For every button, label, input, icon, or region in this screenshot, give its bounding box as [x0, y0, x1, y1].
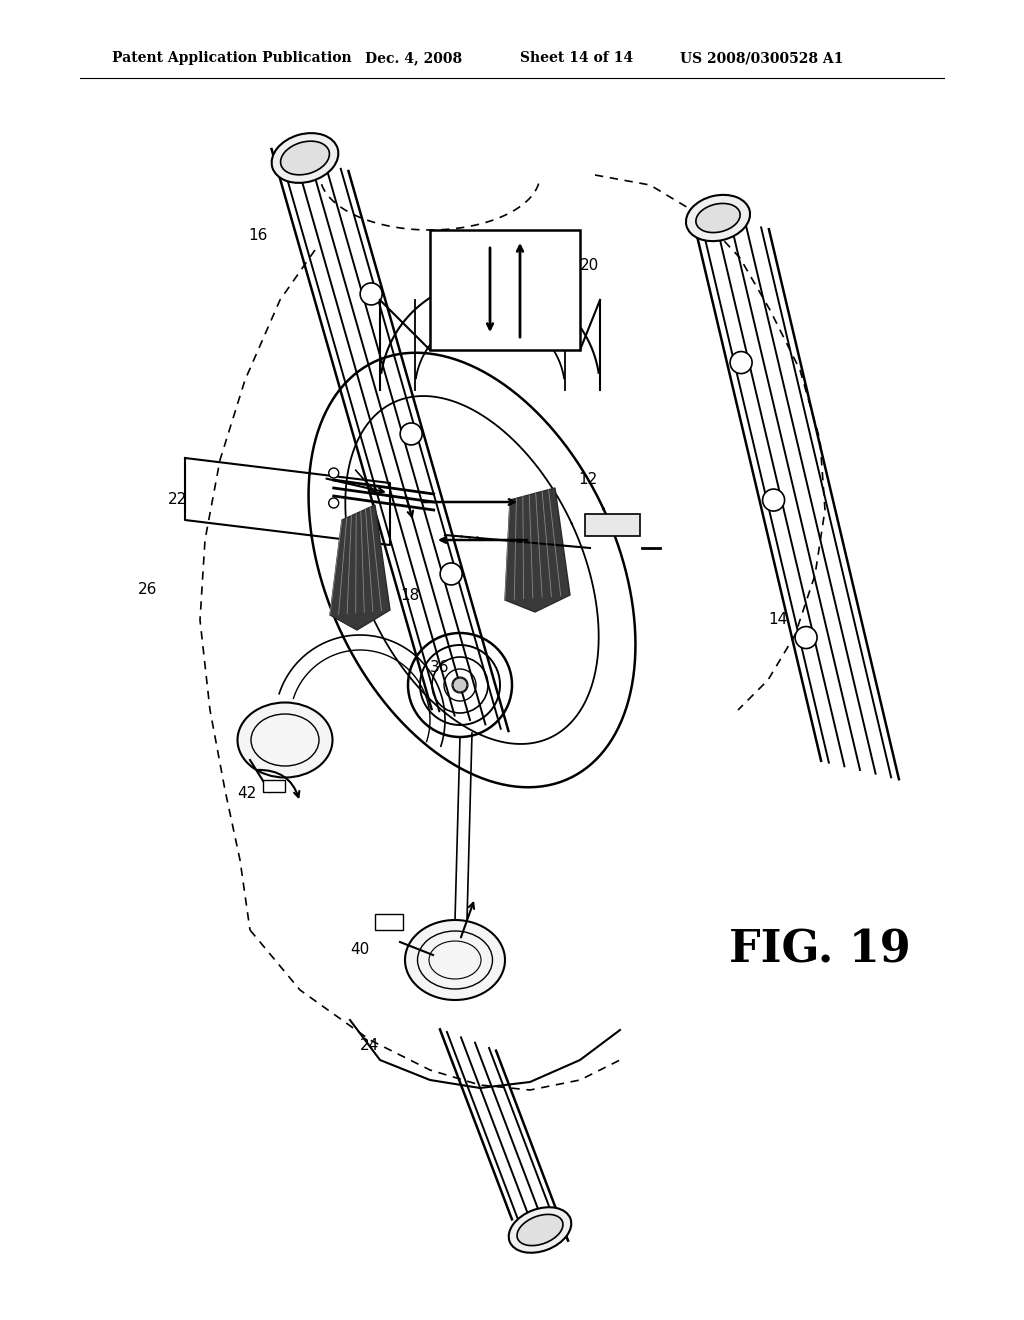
Text: 14: 14 — [768, 612, 787, 627]
Text: Patent Application Publication: Patent Application Publication — [112, 51, 351, 65]
Ellipse shape — [509, 1208, 571, 1253]
Circle shape — [795, 627, 817, 648]
Text: FIG. 19: FIG. 19 — [729, 928, 910, 972]
Text: 20: 20 — [580, 257, 599, 272]
Circle shape — [360, 282, 382, 305]
Text: 22: 22 — [168, 492, 187, 507]
Ellipse shape — [281, 141, 330, 174]
Ellipse shape — [696, 203, 740, 232]
FancyBboxPatch shape — [430, 230, 580, 350]
Circle shape — [453, 678, 467, 692]
Circle shape — [730, 351, 752, 374]
Text: Sheet 14 of 14: Sheet 14 of 14 — [520, 51, 633, 65]
FancyBboxPatch shape — [585, 513, 640, 536]
Text: US 2008/0300528 A1: US 2008/0300528 A1 — [680, 51, 844, 65]
Text: 26: 26 — [138, 582, 158, 598]
Ellipse shape — [271, 133, 338, 183]
Circle shape — [400, 422, 422, 445]
Ellipse shape — [517, 1214, 563, 1246]
Text: 16: 16 — [248, 227, 267, 243]
Polygon shape — [330, 506, 390, 630]
FancyBboxPatch shape — [263, 780, 285, 792]
Text: 12: 12 — [578, 473, 597, 487]
Text: 36: 36 — [430, 660, 450, 676]
Ellipse shape — [406, 920, 505, 1001]
Text: Dec. 4, 2008: Dec. 4, 2008 — [365, 51, 462, 65]
Circle shape — [329, 469, 339, 478]
Ellipse shape — [238, 702, 333, 777]
Text: 40: 40 — [350, 942, 370, 957]
Text: 42: 42 — [237, 785, 256, 800]
Text: 18: 18 — [400, 587, 419, 602]
Circle shape — [329, 498, 339, 508]
Ellipse shape — [686, 195, 750, 242]
Text: 24: 24 — [360, 1038, 379, 1052]
Circle shape — [440, 562, 462, 585]
Polygon shape — [505, 488, 570, 612]
Circle shape — [763, 490, 784, 511]
FancyBboxPatch shape — [375, 913, 403, 931]
